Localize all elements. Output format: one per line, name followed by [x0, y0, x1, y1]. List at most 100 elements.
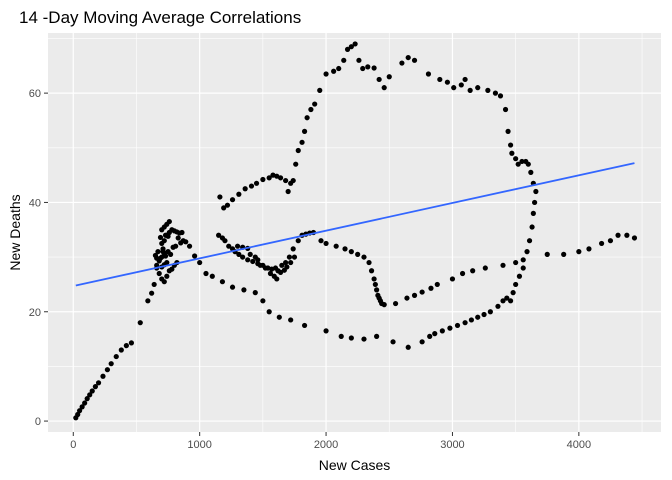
- data-point: [631, 235, 638, 241]
- data-point: [247, 251, 253, 257]
- data-point: [226, 243, 232, 249]
- x-tick-label: 3000: [440, 439, 464, 451]
- data-point: [526, 238, 533, 244]
- data-point: [137, 320, 143, 326]
- data-point: [348, 44, 354, 50]
- y-tick-label: 60: [29, 88, 41, 100]
- data-point: [404, 295, 410, 301]
- data-point: [454, 322, 461, 329]
- data-point: [253, 180, 260, 186]
- data-point: [304, 115, 310, 121]
- data-point: [561, 251, 567, 257]
- data-point: [524, 249, 530, 255]
- data-point: [192, 253, 198, 259]
- y-axis-ticks: 0 20 40 60: [29, 88, 48, 428]
- data-point: [293, 161, 299, 167]
- data-point: [341, 57, 347, 63]
- data-point: [371, 65, 377, 71]
- data-point: [186, 243, 193, 249]
- data-point: [173, 243, 179, 249]
- data-point: [348, 249, 354, 255]
- data-point: [405, 54, 411, 61]
- data-point: [439, 328, 445, 334]
- x-tick-label: 0: [70, 439, 76, 451]
- data-point: [288, 259, 294, 266]
- data-point: [149, 290, 155, 296]
- chart-title: 14 -Day Moving Average Correlations: [19, 8, 301, 27]
- data-point: [165, 233, 171, 239]
- data-point: [179, 229, 185, 236]
- data-point: [221, 205, 227, 211]
- data-point: [82, 400, 88, 406]
- trend-line: [75, 162, 635, 287]
- data-point: [492, 90, 499, 96]
- data-point: [513, 156, 519, 162]
- data-point: [113, 353, 119, 360]
- data-point: [248, 183, 255, 189]
- data-point: [288, 317, 294, 323]
- data-point: [252, 290, 258, 296]
- data-point: [260, 298, 266, 304]
- x-tick-label: 2000: [314, 439, 338, 451]
- data-point: [283, 177, 289, 184]
- data-point: [586, 246, 592, 252]
- data-point: [500, 262, 506, 268]
- data-point: [277, 269, 284, 275]
- data-point: [197, 259, 203, 266]
- data-point: [336, 65, 342, 72]
- data-point: [502, 106, 509, 113]
- data-point: [175, 235, 181, 241]
- data-point: [411, 57, 418, 63]
- data-point: [156, 270, 162, 277]
- data-point: [386, 74, 392, 80]
- data-point: [92, 384, 98, 390]
- data-point: [161, 238, 167, 244]
- data-point: [279, 262, 285, 268]
- data-point: [355, 251, 361, 257]
- data-point: [437, 76, 443, 83]
- data-point: [164, 273, 170, 279]
- data-point: [374, 287, 380, 293]
- data-point: [447, 325, 453, 331]
- data-point: [183, 239, 189, 245]
- data-point: [234, 243, 241, 249]
- data-point: [323, 240, 329, 247]
- data-point: [333, 243, 339, 249]
- data-point: [470, 268, 476, 274]
- data-point: [509, 150, 515, 156]
- data-point: [361, 336, 367, 342]
- data-point: [344, 46, 351, 52]
- data-point: [257, 262, 263, 268]
- data-point: [95, 380, 102, 386]
- data-point: [372, 281, 378, 288]
- data-point: [118, 347, 124, 353]
- data-point: [475, 85, 481, 91]
- data-point: [317, 87, 323, 93]
- data-point: [374, 333, 380, 339]
- data-point: [467, 87, 473, 93]
- data-point: [544, 251, 550, 257]
- data-point: [624, 232, 630, 238]
- data-point: [376, 76, 382, 83]
- data-point: [285, 188, 291, 195]
- data-point: [168, 251, 174, 257]
- data-point: [505, 128, 511, 134]
- data-point: [157, 234, 164, 241]
- data-point: [381, 85, 387, 91]
- data-point: [504, 295, 510, 301]
- data-point: [276, 314, 282, 320]
- data-point: [449, 276, 456, 282]
- data-point: [513, 259, 519, 266]
- data-point: [520, 265, 526, 271]
- data-point: [361, 254, 367, 260]
- grid-lines: [48, 33, 661, 432]
- y-tick-label: 20: [29, 307, 41, 319]
- data-point: [607, 238, 614, 244]
- data-point: [323, 71, 329, 77]
- data-point: [161, 279, 167, 285]
- data-point: [392, 300, 399, 307]
- data-point: [427, 333, 433, 339]
- data-point: [277, 175, 284, 181]
- data-point: [250, 258, 256, 265]
